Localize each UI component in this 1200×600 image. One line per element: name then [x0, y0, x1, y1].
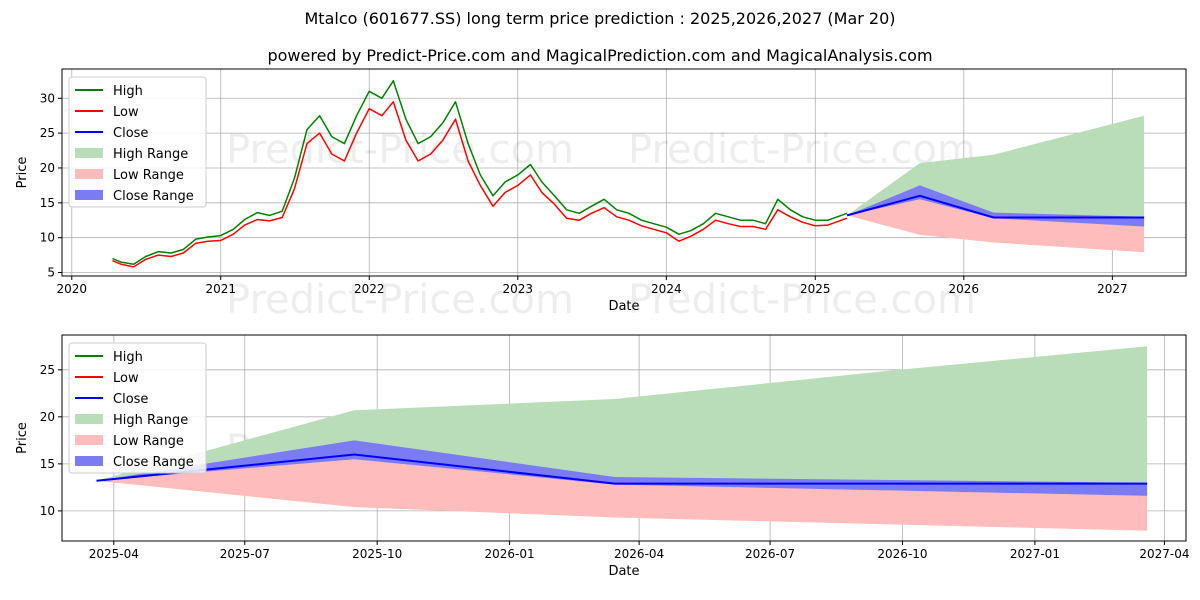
x-tick-label: 2026-01 — [485, 547, 535, 561]
legend-label-low-range: Low Range — [113, 434, 184, 449]
x-tick-label: 2026 — [949, 282, 980, 296]
legend-swatch-close-range — [75, 190, 103, 200]
y-tick-label: 10 — [40, 231, 55, 245]
legend-label-high: High — [113, 84, 143, 99]
legend-label-close: Close — [113, 126, 148, 141]
y-tick-label: 10 — [40, 504, 55, 518]
legend-label-close: Close — [113, 392, 148, 407]
legend-label-low-range: Low Range — [113, 168, 184, 183]
x-tick-label: 2025-07 — [220, 547, 270, 561]
x-tick-label: 2027-01 — [1010, 547, 1060, 561]
legend-swatch-low-range — [75, 435, 103, 445]
y-axis-label: Price — [15, 422, 30, 454]
legend-label-high: High — [113, 350, 143, 365]
axes-frame — [61, 334, 1187, 542]
x-tick-label: 2020 — [56, 282, 87, 296]
watermark-text: Predict-Price.com — [226, 127, 574, 173]
high-series-line — [112, 80, 848, 265]
panel-forecast-zoom: Predict-Price.comPredict-Price.com2025-0… — [15, 334, 1189, 579]
x-tick-label: 2026-10 — [877, 547, 927, 561]
x-axis: 2020 2021 2022 2023 2024 2025 2026 2027 — [56, 276, 1128, 296]
x-tick-label: 2022 — [354, 282, 385, 296]
close-series-line — [96, 453, 1148, 485]
x-tick-label: 2024 — [651, 282, 682, 296]
watermark-text: Predict-Price.com — [226, 277, 574, 323]
y-tick-label: 5 — [47, 266, 55, 280]
x-tick-label: 2025-04 — [89, 547, 139, 561]
watermark: Predict-Price.com Predict-Price.com Predic… — [226, 127, 976, 323]
x-tick-label: 2026-07 — [745, 547, 795, 561]
chart-title: Mtalco (601677.SS) long term price predi… — [304, 9, 896, 28]
watermark-text: Predict-Price.com — [628, 277, 976, 323]
legend-box — [68, 76, 207, 208]
x-tick-label: 2023 — [503, 282, 534, 296]
y-axis: 10 15 20 25 — [40, 363, 62, 518]
legend-label-close-range: Close Range — [113, 455, 194, 470]
x-tick-label: 2021 — [205, 282, 236, 296]
plot-area — [112, 80, 1145, 268]
low-range-band — [96, 454, 1148, 531]
x-axis-label: Date — [608, 564, 639, 579]
y-tick-label: 25 — [40, 363, 55, 377]
legend-label-low: Low — [113, 105, 139, 120]
x-tick-label: 2027-04 — [1139, 547, 1189, 561]
x-tick-label: 2027 — [1097, 282, 1128, 296]
plot-area — [96, 346, 1148, 531]
legend-label-high-range: High Range — [113, 147, 188, 162]
x-tick-label: 2025-10 — [352, 547, 402, 561]
y-tick-label: 25 — [40, 126, 55, 140]
legend-swatch-high-range — [75, 414, 103, 424]
y-tick-label: 30 — [40, 91, 55, 105]
x-tick-label: 2026-04 — [614, 547, 664, 561]
legend-label-close-range: Close Range — [113, 189, 194, 204]
x-axis: 2025-04 2025-07 2025-10 2026-01 2026-04 2026-… — [89, 541, 1189, 561]
close-series-line — [846, 194, 1145, 219]
y-tick-label: 20 — [40, 410, 55, 424]
y-axis-label: Price — [15, 157, 30, 189]
low-series-line — [112, 101, 848, 268]
x-axis-label: Date — [608, 299, 639, 314]
legend-swatch-high-range — [75, 148, 103, 158]
legend-label-high-range: High Range — [113, 413, 188, 428]
legend-label-low: Low — [113, 371, 139, 386]
legend-box — [68, 342, 207, 474]
axes-frame — [61, 68, 1187, 277]
y-tick-label: 15 — [40, 196, 55, 210]
y-tick-label: 20 — [40, 161, 55, 175]
legend-swatch-low-range — [75, 169, 103, 179]
y-axis: 5 10 15 20 25 30 — [40, 91, 62, 280]
x-tick-label: 2025 — [800, 282, 831, 296]
low-range-band — [847, 195, 1145, 253]
legend: High Low Close High Range Low Range Close Ran… — [68, 342, 207, 474]
legend-swatch-close-range — [75, 456, 103, 466]
y-tick-label: 15 — [40, 457, 55, 471]
legend: High Low Close High Range Low Range Close Ran… — [68, 76, 207, 208]
panel-long-term: Predict-Price.com Predict-Price.com Predic… — [15, 68, 1187, 323]
chart-subtitle: powered by Predict-Price.com and Magical… — [267, 46, 933, 65]
